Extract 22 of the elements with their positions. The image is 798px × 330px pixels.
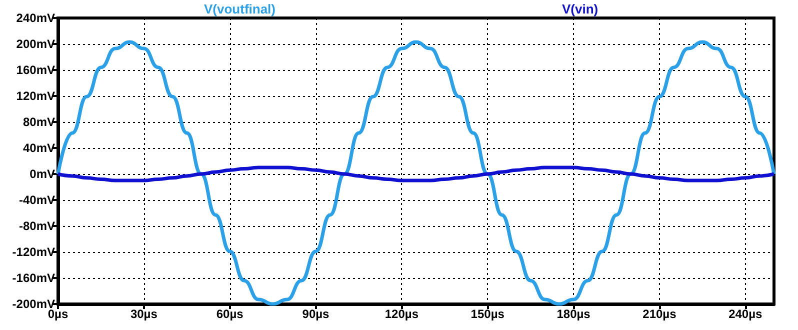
y-tick-label: -120mV xyxy=(12,245,55,259)
y-tick-label: -40mV xyxy=(18,193,55,207)
x-tick-label: 90µs xyxy=(302,307,330,321)
text: V(vin) xyxy=(562,2,598,16)
y-tick-label: 0mV xyxy=(30,167,55,181)
x-tick-label: 120µs xyxy=(384,307,419,321)
y-tick-label: 80mV xyxy=(22,115,55,129)
y-tick-label: 160mV xyxy=(16,63,55,77)
x-tick-label: 150µs xyxy=(470,307,505,321)
x-tick-label: 180µs xyxy=(556,307,591,321)
y-tick-label: -160mV xyxy=(12,271,55,285)
y-tick-label: 120mV xyxy=(16,89,55,103)
x-tick-label: 30µs xyxy=(130,307,158,321)
y-tick-label: 240mV xyxy=(16,11,55,25)
y-tick-label: -80mV xyxy=(18,219,55,233)
line-series xyxy=(56,166,776,182)
x-tick-label: 240µs xyxy=(728,307,762,321)
y-tick-label: 200mV xyxy=(16,37,55,51)
x-tick-label: 210µs xyxy=(642,307,677,321)
x-tick-label: 60µs xyxy=(216,307,244,321)
text: V(voutfinal) xyxy=(204,2,276,16)
y-tick-label: 40mV xyxy=(22,141,55,155)
